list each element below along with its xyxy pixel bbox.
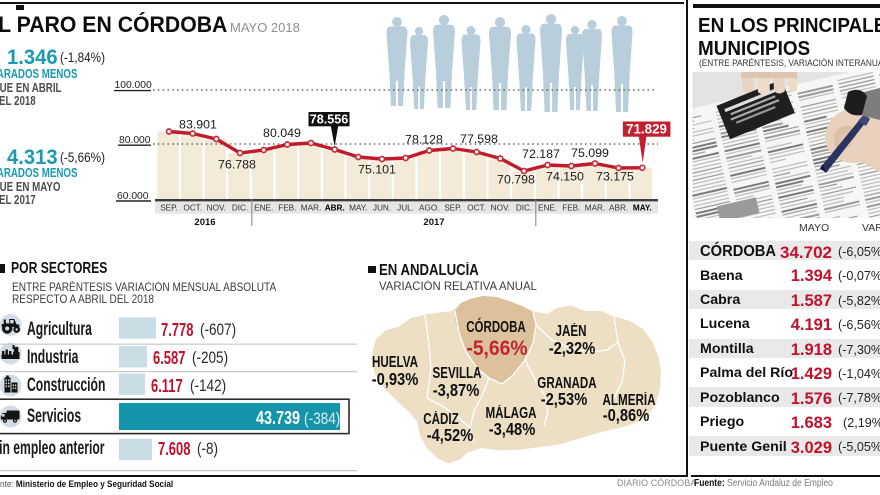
svg-text:MAY.: MAY.: [633, 204, 652, 213]
svg-text:74.150: 74.150: [546, 170, 584, 184]
svg-text:78.556: 78.556: [310, 112, 349, 126]
svg-text:75.099: 75.099: [571, 146, 609, 160]
svg-text:2017: 2017: [423, 217, 444, 228]
svg-text:MAR.: MAR.: [585, 204, 605, 213]
svg-text:73.175: 73.175: [596, 170, 634, 184]
svg-text:70.798: 70.798: [497, 173, 535, 187]
svg-text:ABR.: ABR.: [325, 204, 345, 213]
svg-text:MAY.: MAY.: [349, 204, 367, 213]
svg-text:77.598: 77.598: [460, 132, 498, 146]
svg-text:OCT.: OCT.: [183, 204, 202, 213]
svg-text:75.101: 75.101: [358, 163, 396, 177]
svg-text:76.788: 76.788: [218, 158, 256, 172]
svg-text:FEB.: FEB.: [562, 204, 580, 213]
svg-text:JUL.: JUL.: [397, 204, 414, 213]
svg-text:71.829: 71.829: [626, 122, 667, 137]
svg-text:ABR.: ABR.: [609, 204, 628, 213]
svg-text:72.187: 72.187: [522, 147, 560, 161]
svg-text:NOV.: NOV.: [491, 204, 510, 213]
svg-text:83.901: 83.901: [179, 118, 217, 132]
svg-text:AGO.: AGO.: [419, 204, 439, 213]
svg-text:SEP.: SEP.: [160, 204, 178, 213]
svg-text:ENE.: ENE.: [254, 204, 273, 213]
svg-text:NOV.: NOV.: [207, 204, 226, 213]
svg-text:MAR.: MAR.: [301, 204, 321, 213]
svg-text:78.128: 78.128: [405, 133, 443, 147]
svg-text:2016: 2016: [194, 217, 215, 228]
svg-text:JUN.: JUN.: [373, 204, 391, 213]
svg-text:80.049: 80.049: [263, 126, 301, 140]
svg-text:FEB.: FEB.: [278, 204, 296, 213]
svg-text:DIC.: DIC.: [232, 204, 248, 213]
svg-text:ENE.: ENE.: [538, 204, 557, 213]
svg-text:OCT.: OCT.: [467, 204, 486, 213]
svg-text:SEP.: SEP.: [444, 204, 462, 213]
svg-text:DIC.: DIC.: [516, 204, 532, 213]
